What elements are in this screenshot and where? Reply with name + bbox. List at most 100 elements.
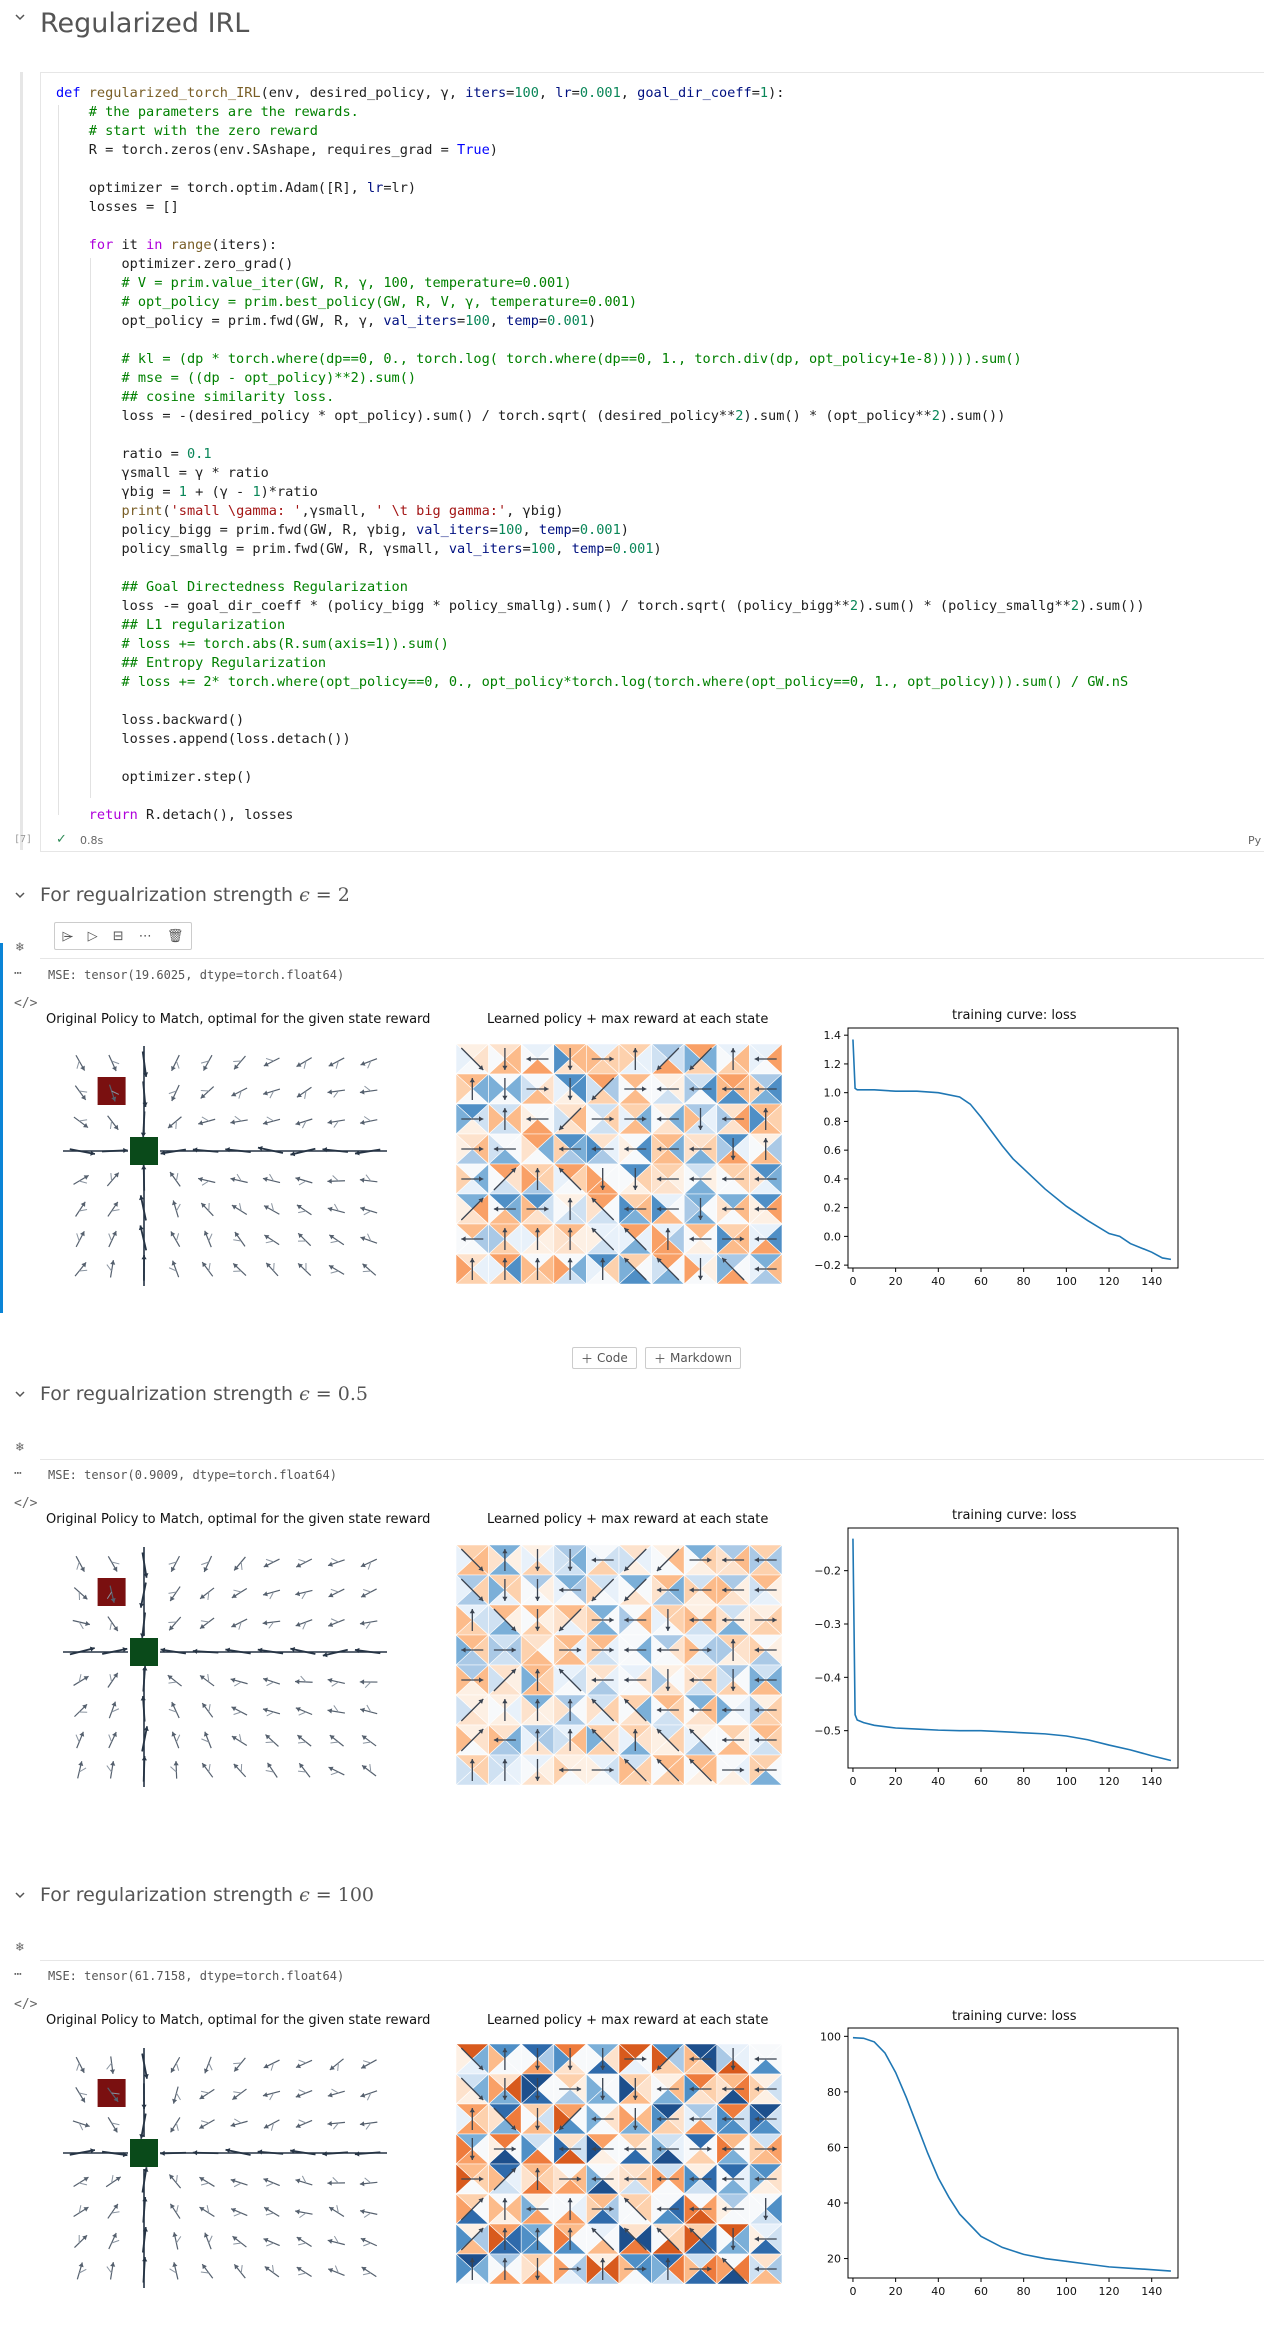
code-line[interactable]: print('small \gamma: ',γsmall, ' \t big … bbox=[121, 503, 564, 519]
collapse-chevron-icon[interactable] bbox=[14, 1890, 26, 1900]
code-line[interactable]: policy_smallg = prim.fwd(GW, R, γsmall, … bbox=[56, 541, 662, 557]
learned-cell bbox=[520, 2193, 555, 2225]
code-line[interactable]: ## Entropy Regularization bbox=[121, 655, 327, 671]
code-icon[interactable]: </> bbox=[14, 1997, 38, 2012]
code-line[interactable]: # the parameters are the rewards. bbox=[88, 104, 359, 120]
snowflake-icon[interactable]: ❄ bbox=[16, 1940, 24, 1955]
reward-triangle bbox=[520, 1724, 538, 1756]
learned-cell bbox=[683, 2163, 718, 2195]
policy-arrow bbox=[232, 2088, 247, 2101]
learned-cell bbox=[683, 1754, 718, 1785]
snowflake-icon[interactable]: ❄ bbox=[16, 940, 24, 955]
policy-arrow bbox=[200, 2263, 214, 2279]
arrow-head bbox=[511, 2125, 516, 2130]
policy-arrow bbox=[656, 2047, 680, 2071]
delete-icon[interactable]: 🗑 bbox=[166, 928, 184, 944]
reward-triangle bbox=[683, 1253, 701, 1284]
code-line[interactable]: losses = [] bbox=[56, 199, 179, 215]
code-line[interactable]: γsmall = γ * ratio bbox=[56, 465, 269, 481]
code-line[interactable]: ## cosine similarity loss. bbox=[121, 389, 335, 405]
learned-cell bbox=[520, 2073, 555, 2105]
x-tick-label: 120 bbox=[1099, 1775, 1120, 1788]
split-cell-icon[interactable]: ⊟ bbox=[112, 928, 124, 944]
code-line[interactable]: return R.detach(), losses bbox=[88, 807, 294, 823]
original-policy-title: Original Policy to Match, optimal for th… bbox=[46, 1512, 431, 1527]
code-line[interactable]: # loss += torch.abs(R.sum(axis=1)).sum() bbox=[121, 636, 449, 652]
learned-cell bbox=[748, 1754, 782, 1785]
learned-cell bbox=[618, 2253, 653, 2285]
learned-cell bbox=[456, 1664, 490, 1696]
code-line[interactable]: ## L1 regularization bbox=[121, 617, 286, 633]
section-heading: For regualrization strength ϵ = 0.5 bbox=[40, 1383, 368, 1405]
arrow-head bbox=[600, 2258, 606, 2263]
snowflake-icon[interactable]: ❄ bbox=[16, 1440, 24, 1455]
policy-arrow bbox=[73, 1587, 88, 1601]
policy-arrow bbox=[230, 2118, 248, 2128]
y-tick-label: 0.6 bbox=[824, 1144, 842, 1157]
code-line[interactable]: loss.backward() bbox=[56, 712, 245, 728]
code-line[interactable]: ## Goal Directedness Regularization bbox=[121, 579, 408, 595]
reward-triangle bbox=[488, 2073, 506, 2105]
collapse-chevron-icon[interactable] bbox=[14, 12, 26, 22]
arrow-head bbox=[624, 1258, 630, 1263]
code-line[interactable]: optimizer.step() bbox=[56, 769, 253, 785]
code-line[interactable]: opt_policy = prim.fwd(GW, R, γ, val_iter… bbox=[56, 313, 597, 329]
policy-arrow bbox=[201, 1762, 214, 1778]
add-markdown-button[interactable]: ＋ Markdown bbox=[645, 1347, 741, 1369]
code-line[interactable]: loss = -(desired_policy * opt_policy).su… bbox=[56, 408, 1006, 424]
learned-cell bbox=[487, 1073, 522, 1105]
reward-triangle bbox=[716, 1133, 734, 1165]
policy-arrow bbox=[169, 2262, 179, 2280]
code-line[interactable]: loss -= goal_dir_coeff * (policy_bigg * … bbox=[56, 598, 1145, 614]
code-line[interactable]: # mse = ((dp - opt_policy)**2).sum() bbox=[121, 370, 417, 386]
policy-arrow bbox=[73, 1174, 89, 1185]
goal-cell bbox=[130, 2139, 158, 2167]
learned-cell bbox=[553, 1253, 588, 1284]
more-icon[interactable]: ⋯ bbox=[138, 928, 152, 944]
code-line[interactable]: # start with the zero reward bbox=[88, 123, 318, 139]
code-icon[interactable]: </> bbox=[14, 1496, 38, 1511]
learned-cell bbox=[585, 2163, 620, 2195]
arrow-head bbox=[656, 2228, 662, 2233]
code-line[interactable]: # opt_policy = prim.best_policy(GW, R, V… bbox=[121, 294, 638, 310]
arrow-head bbox=[754, 1266, 759, 1272]
arrow-head bbox=[567, 1258, 573, 1263]
code-line[interactable]: for it in range(iters): bbox=[88, 237, 278, 253]
collapse-chevron-icon[interactable] bbox=[14, 890, 26, 900]
code-line[interactable]: policy_bigg = prim.fwd(GW, R, γbig, val_… bbox=[56, 522, 629, 538]
add-code-button[interactable]: ＋ Code bbox=[572, 1347, 637, 1369]
loss-line bbox=[852, 1039, 1172, 1261]
collapse-chevron-icon[interactable] bbox=[14, 1389, 26, 1399]
arrow-head bbox=[511, 2168, 516, 2173]
policy-arrow bbox=[168, 1616, 182, 1631]
reward-triangle bbox=[651, 1664, 669, 1696]
arrow-head bbox=[591, 1557, 596, 1563]
code-line[interactable]: ratio = 0.1 bbox=[56, 446, 212, 462]
language-badge[interactable]: Py bbox=[1248, 834, 1262, 847]
policy-arrow bbox=[230, 1115, 248, 1125]
policy-arrow bbox=[262, 1620, 281, 1629]
run-below-icon[interactable]: ▷ bbox=[87, 928, 98, 944]
policy-arrow bbox=[107, 2203, 120, 2219]
code-line[interactable]: γbig = 1 + (γ - 1)*ratio bbox=[56, 484, 318, 500]
learned-cell bbox=[456, 1754, 490, 1785]
more-icon[interactable]: ⋯ bbox=[14, 1967, 22, 1982]
goal-cell bbox=[130, 1638, 158, 1666]
more-icon[interactable]: ⋯ bbox=[14, 966, 22, 981]
code-line[interactable]: # loss += 2* torch.where(opt_policy==0, … bbox=[121, 674, 1129, 690]
more-icon[interactable]: ⋯ bbox=[14, 1466, 22, 1481]
arrow-head bbox=[689, 2116, 694, 2122]
code-line[interactable]: R = torch.zeros(env.SAshape, requires_gr… bbox=[56, 142, 498, 158]
code-line[interactable]: def regularized_torch_IRL(env, desired_p… bbox=[56, 85, 785, 101]
run-above-icon[interactable]: ▷̶ bbox=[62, 928, 73, 944]
code-cell[interactable] bbox=[40, 72, 1264, 852]
code-editor[interactable]: def regularized_torch_IRL(env, desired_p… bbox=[56, 84, 1145, 825]
code-line[interactable]: losses.append(loss.detach()) bbox=[56, 731, 351, 747]
arrow-head bbox=[502, 1699, 508, 1704]
policy-arrow bbox=[591, 2227, 615, 2251]
code-line[interactable]: # kl = (dp * torch.where(dp==0, 0., torc… bbox=[121, 351, 1022, 367]
code-line[interactable]: optimizer = torch.optim.Adam([R], lr=lr) bbox=[56, 180, 417, 196]
code-line[interactable]: optimizer.zero_grad() bbox=[56, 256, 294, 272]
code-icon[interactable]: </> bbox=[14, 996, 38, 1011]
code-line[interactable]: # V = prim.value_iter(GW, R, γ, 100, tem… bbox=[121, 275, 572, 291]
